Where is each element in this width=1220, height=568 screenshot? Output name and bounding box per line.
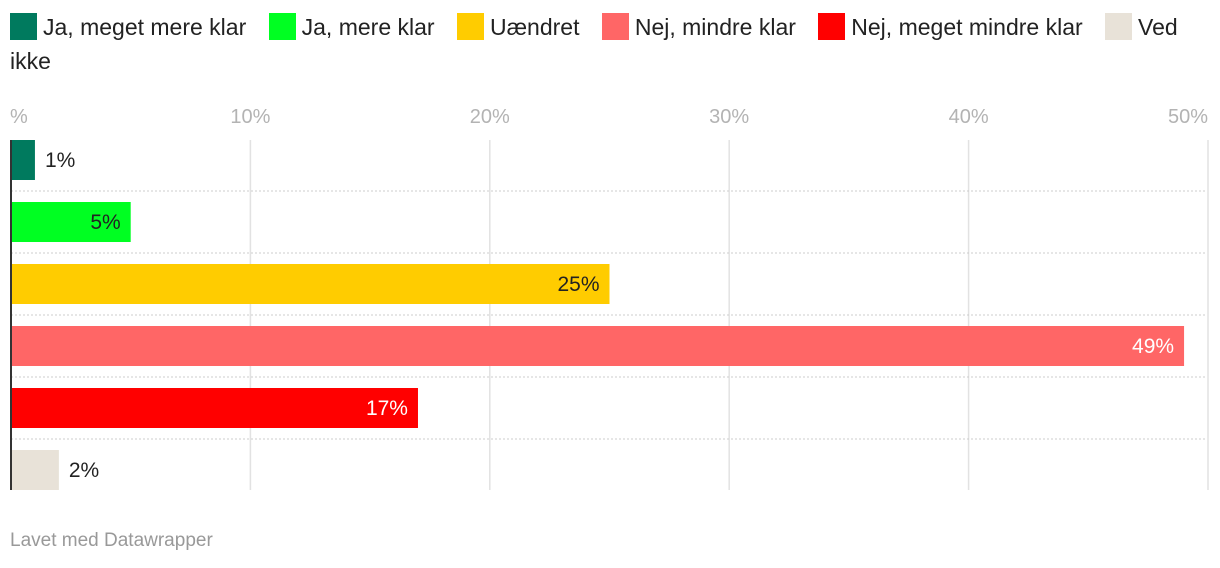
bar (11, 326, 1185, 366)
bar-value-label: 2% (69, 459, 99, 482)
legend-swatch (10, 13, 37, 40)
bar (11, 140, 35, 180)
legend-swatch (601, 13, 629, 40)
legend-swatch (818, 13, 846, 40)
legend-item: Ja, mere klar (268, 13, 435, 40)
legend-swatch (456, 13, 484, 40)
legend-label: Nej, mindre klar (634, 14, 796, 40)
chart-legend: Ja, meget mere klar Ja, mere klar Uændre… (10, 10, 1210, 78)
legend-label: Nej, meget mindre klar (851, 14, 1083, 40)
bar (11, 388, 418, 428)
legend-swatch (1105, 13, 1133, 40)
bar-value-label: 49% (1132, 335, 1174, 358)
legend-swatch (268, 13, 296, 40)
x-tick-label: 10% (230, 106, 270, 128)
bar (11, 450, 59, 490)
legend-label: Ja, meget mere klar (43, 14, 247, 40)
x-tick-label: % (10, 106, 28, 128)
bar-value-label: 5% (90, 211, 120, 234)
legend-label: Uændret (489, 14, 580, 40)
x-tick-label: 40% (949, 106, 989, 128)
chart-credit: Lavet med Datawrapper (10, 530, 213, 551)
bar-value-label: 17% (366, 397, 408, 420)
bar (11, 264, 610, 304)
x-tick-label: 30% (709, 106, 749, 128)
bar-value-label: 25% (557, 273, 599, 296)
legend-item: Nej, meget mindre klar (818, 13, 1083, 40)
bar-chart: % 10% 20% 30% 40% 50% 1% 5% 25% 49% 17% 2% (10, 106, 1209, 490)
bar (11, 202, 131, 242)
legend-item: Ja, meget mere klar (10, 13, 247, 40)
x-tick-label: 20% (470, 106, 510, 128)
legend-item: Ved ikke (10, 13, 1178, 74)
legend-item: Uændret (456, 13, 580, 40)
legend-label: Ja, mere klar (301, 14, 435, 40)
legend-item: Nej, mindre klar (601, 13, 796, 40)
bar-value-label: 1% (45, 149, 75, 172)
x-tick-label: 50% (1168, 106, 1208, 128)
legend-label: Ved ikke (10, 14, 1178, 74)
